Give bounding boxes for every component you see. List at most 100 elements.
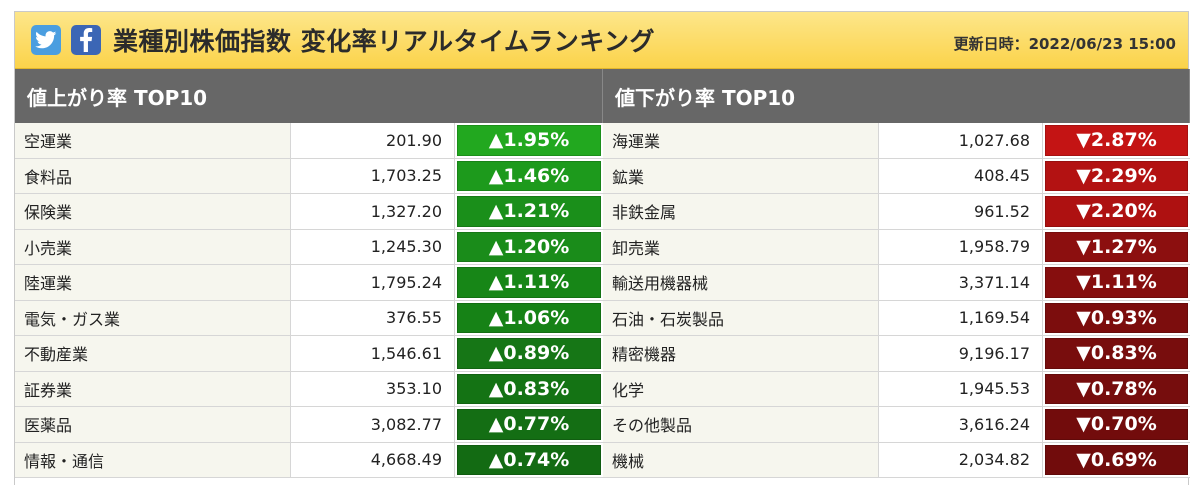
sector-name: 石油・石炭製品 xyxy=(603,300,879,335)
table-row[interactable]: 食料品 1,703.25 ▲1.46% xyxy=(15,158,603,194)
table-row[interactable]: 非鉄金属 961.52 ▼2.20% xyxy=(603,194,1190,230)
change-badge: ▼0.70% xyxy=(1045,409,1188,440)
table-row[interactable]: 海運業 1,027.68 ▼2.87% xyxy=(603,123,1190,159)
sector-name: 小売業 xyxy=(15,229,291,264)
sector-name: 卸売業 xyxy=(603,229,879,264)
index-value: 1,795.24 xyxy=(291,265,455,300)
change-badge: ▲1.95% xyxy=(457,125,601,156)
table-row[interactable]: 小売業 1,245.30 ▲1.20% xyxy=(15,229,603,265)
sector-name: 精密機器 xyxy=(603,336,879,371)
index-value: 1,958.79 xyxy=(879,229,1043,264)
change-cell: ▼0.69% xyxy=(1043,442,1190,477)
sector-name: 保険業 xyxy=(15,194,291,229)
page-title: 業種別株価指数 変化率リアルタイムランキング xyxy=(113,27,655,56)
index-value: 408.45 xyxy=(879,158,1043,193)
table-row[interactable]: 電気・ガス業 376.55 ▲1.06% xyxy=(15,300,603,336)
title-bar: 業種別株価指数 変化率リアルタイムランキング 更新日時：2022/06/23 1… xyxy=(15,12,1188,69)
table-row[interactable]: 医薬品 3,082.77 ▲0.77% xyxy=(15,407,603,443)
sector-name: 不動産業 xyxy=(15,336,291,371)
change-badge: ▲1.20% xyxy=(457,231,601,262)
change-badge: ▲1.21% xyxy=(457,196,601,227)
sector-name: 機械 xyxy=(603,442,879,477)
change-badge: ▼0.69% xyxy=(1045,444,1188,475)
change-badge: ▼1.27% xyxy=(1045,231,1188,262)
sector-name: 証券業 xyxy=(15,371,291,406)
change-cell: ▲1.95% xyxy=(455,123,603,158)
table-row[interactable]: 精密機器 9,196.17 ▼0.83% xyxy=(603,336,1190,372)
index-value: 1,945.53 xyxy=(879,371,1043,406)
table-row[interactable]: 陸運業 1,795.24 ▲1.11% xyxy=(15,265,603,301)
change-badge: ▼2.20% xyxy=(1045,196,1188,227)
sector-name: その他製品 xyxy=(603,407,879,442)
change-cell: ▲0.83% xyxy=(455,371,603,406)
change-cell: ▲1.21% xyxy=(455,194,603,229)
index-value: 9,196.17 xyxy=(879,336,1043,371)
sector-name: 非鉄金属 xyxy=(603,194,879,229)
change-cell: ▼0.93% xyxy=(1043,300,1190,335)
table-row[interactable]: 輸送用機器械 3,371.14 ▼1.11% xyxy=(603,265,1190,301)
sector-name: 食料品 xyxy=(15,158,291,193)
change-badge: ▲0.74% xyxy=(457,444,601,475)
index-value: 1,245.30 xyxy=(291,229,455,264)
index-value: 961.52 xyxy=(879,194,1043,229)
change-badge: ▲0.89% xyxy=(457,338,601,369)
change-cell: ▲1.11% xyxy=(455,265,603,300)
index-value: 201.90 xyxy=(291,123,455,158)
change-cell: ▼2.87% xyxy=(1043,123,1190,158)
sector-name: 陸運業 xyxy=(15,265,291,300)
change-cell: ▼2.29% xyxy=(1043,158,1190,193)
sector-name: 化学 xyxy=(603,371,879,406)
index-value: 1,169.54 xyxy=(879,300,1043,335)
change-badge: ▼1.11% xyxy=(1045,267,1188,298)
change-badge: ▲0.83% xyxy=(457,373,601,404)
change-cell: ▲0.77% xyxy=(455,407,603,442)
change-cell: ▼1.27% xyxy=(1043,229,1190,264)
table-row[interactable]: その他製品 3,616.24 ▼0.70% xyxy=(603,407,1190,443)
losers-panel: 値下がり率 TOP10 海運業 1,027.68 ▼2.87% 鉱業 408.45 ▼2.… xyxy=(603,69,1190,478)
table-row[interactable]: 化学 1,945.53 ▼0.78% xyxy=(603,371,1190,407)
index-value: 3,371.14 xyxy=(879,265,1043,300)
change-cell: ▲0.74% xyxy=(455,442,603,477)
index-value: 376.55 xyxy=(291,300,455,335)
table-row[interactable]: 鉱業 408.45 ▼2.29% xyxy=(603,158,1190,194)
table-row[interactable]: 卸売業 1,958.79 ▼1.27% xyxy=(603,229,1190,265)
change-badge: ▲1.06% xyxy=(457,302,601,333)
table-row[interactable]: 不動産業 1,546.61 ▲0.89% xyxy=(15,336,603,372)
table-row[interactable]: 情報・通信 4,668.49 ▲0.74% xyxy=(15,442,603,478)
facebook-share-button[interactable] xyxy=(71,25,101,55)
gainers-heading: 値上がり率 TOP10 xyxy=(15,69,603,123)
sector-name: 海運業 xyxy=(603,123,879,158)
index-value: 3,616.24 xyxy=(879,407,1043,442)
table-row[interactable]: 保険業 1,327.20 ▲1.21% xyxy=(15,194,603,230)
index-value: 1,703.25 xyxy=(291,158,455,193)
index-value: 3,082.77 xyxy=(291,407,455,442)
index-value: 1,546.61 xyxy=(291,336,455,371)
table-row[interactable]: 証券業 353.10 ▲0.83% xyxy=(15,371,603,407)
twitter-share-button[interactable] xyxy=(31,25,61,55)
index-value: 1,327.20 xyxy=(291,194,455,229)
sector-name: 電気・ガス業 xyxy=(15,300,291,335)
change-cell: ▼0.83% xyxy=(1043,336,1190,371)
change-badge: ▼0.83% xyxy=(1045,338,1188,369)
gainers-panel: 値上がり率 TOP10 空運業 201.90 ▲1.95% 食料品 1,703.25 ▲1… xyxy=(15,69,603,478)
change-badge: ▼0.93% xyxy=(1045,302,1188,333)
table-row[interactable]: 機械 2,034.82 ▼0.69% xyxy=(603,442,1190,478)
change-cell: ▲1.06% xyxy=(455,300,603,335)
index-value: 2,034.82 xyxy=(879,442,1043,477)
change-badge: ▼2.87% xyxy=(1045,125,1188,156)
change-badge: ▼0.78% xyxy=(1045,373,1188,404)
sector-name: 鉱業 xyxy=(603,158,879,193)
change-cell: ▼0.70% xyxy=(1043,407,1190,442)
change-cell: ▲1.20% xyxy=(455,229,603,264)
change-badge: ▼2.29% xyxy=(1045,160,1188,191)
table-row[interactable]: 空運業 201.90 ▲1.95% xyxy=(15,123,603,159)
index-value: 4,668.49 xyxy=(291,442,455,477)
index-value: 353.10 xyxy=(291,371,455,406)
change-cell: ▼2.20% xyxy=(1043,194,1190,229)
change-badge: ▲1.11% xyxy=(457,267,601,298)
ranking-widget: 業種別株価指数 変化率リアルタイムランキング 更新日時：2022/06/23 1… xyxy=(14,11,1190,485)
table-row[interactable]: 石油・石炭製品 1,169.54 ▼0.93% xyxy=(603,300,1190,336)
sector-name: 輸送用機器械 xyxy=(603,265,879,300)
change-badge: ▲1.46% xyxy=(457,160,601,191)
change-cell: ▲0.89% xyxy=(455,336,603,371)
